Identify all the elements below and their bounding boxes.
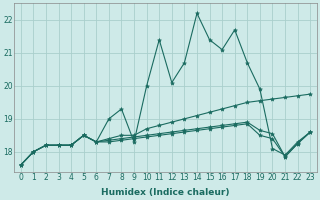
X-axis label: Humidex (Indice chaleur): Humidex (Indice chaleur) [101,188,230,197]
